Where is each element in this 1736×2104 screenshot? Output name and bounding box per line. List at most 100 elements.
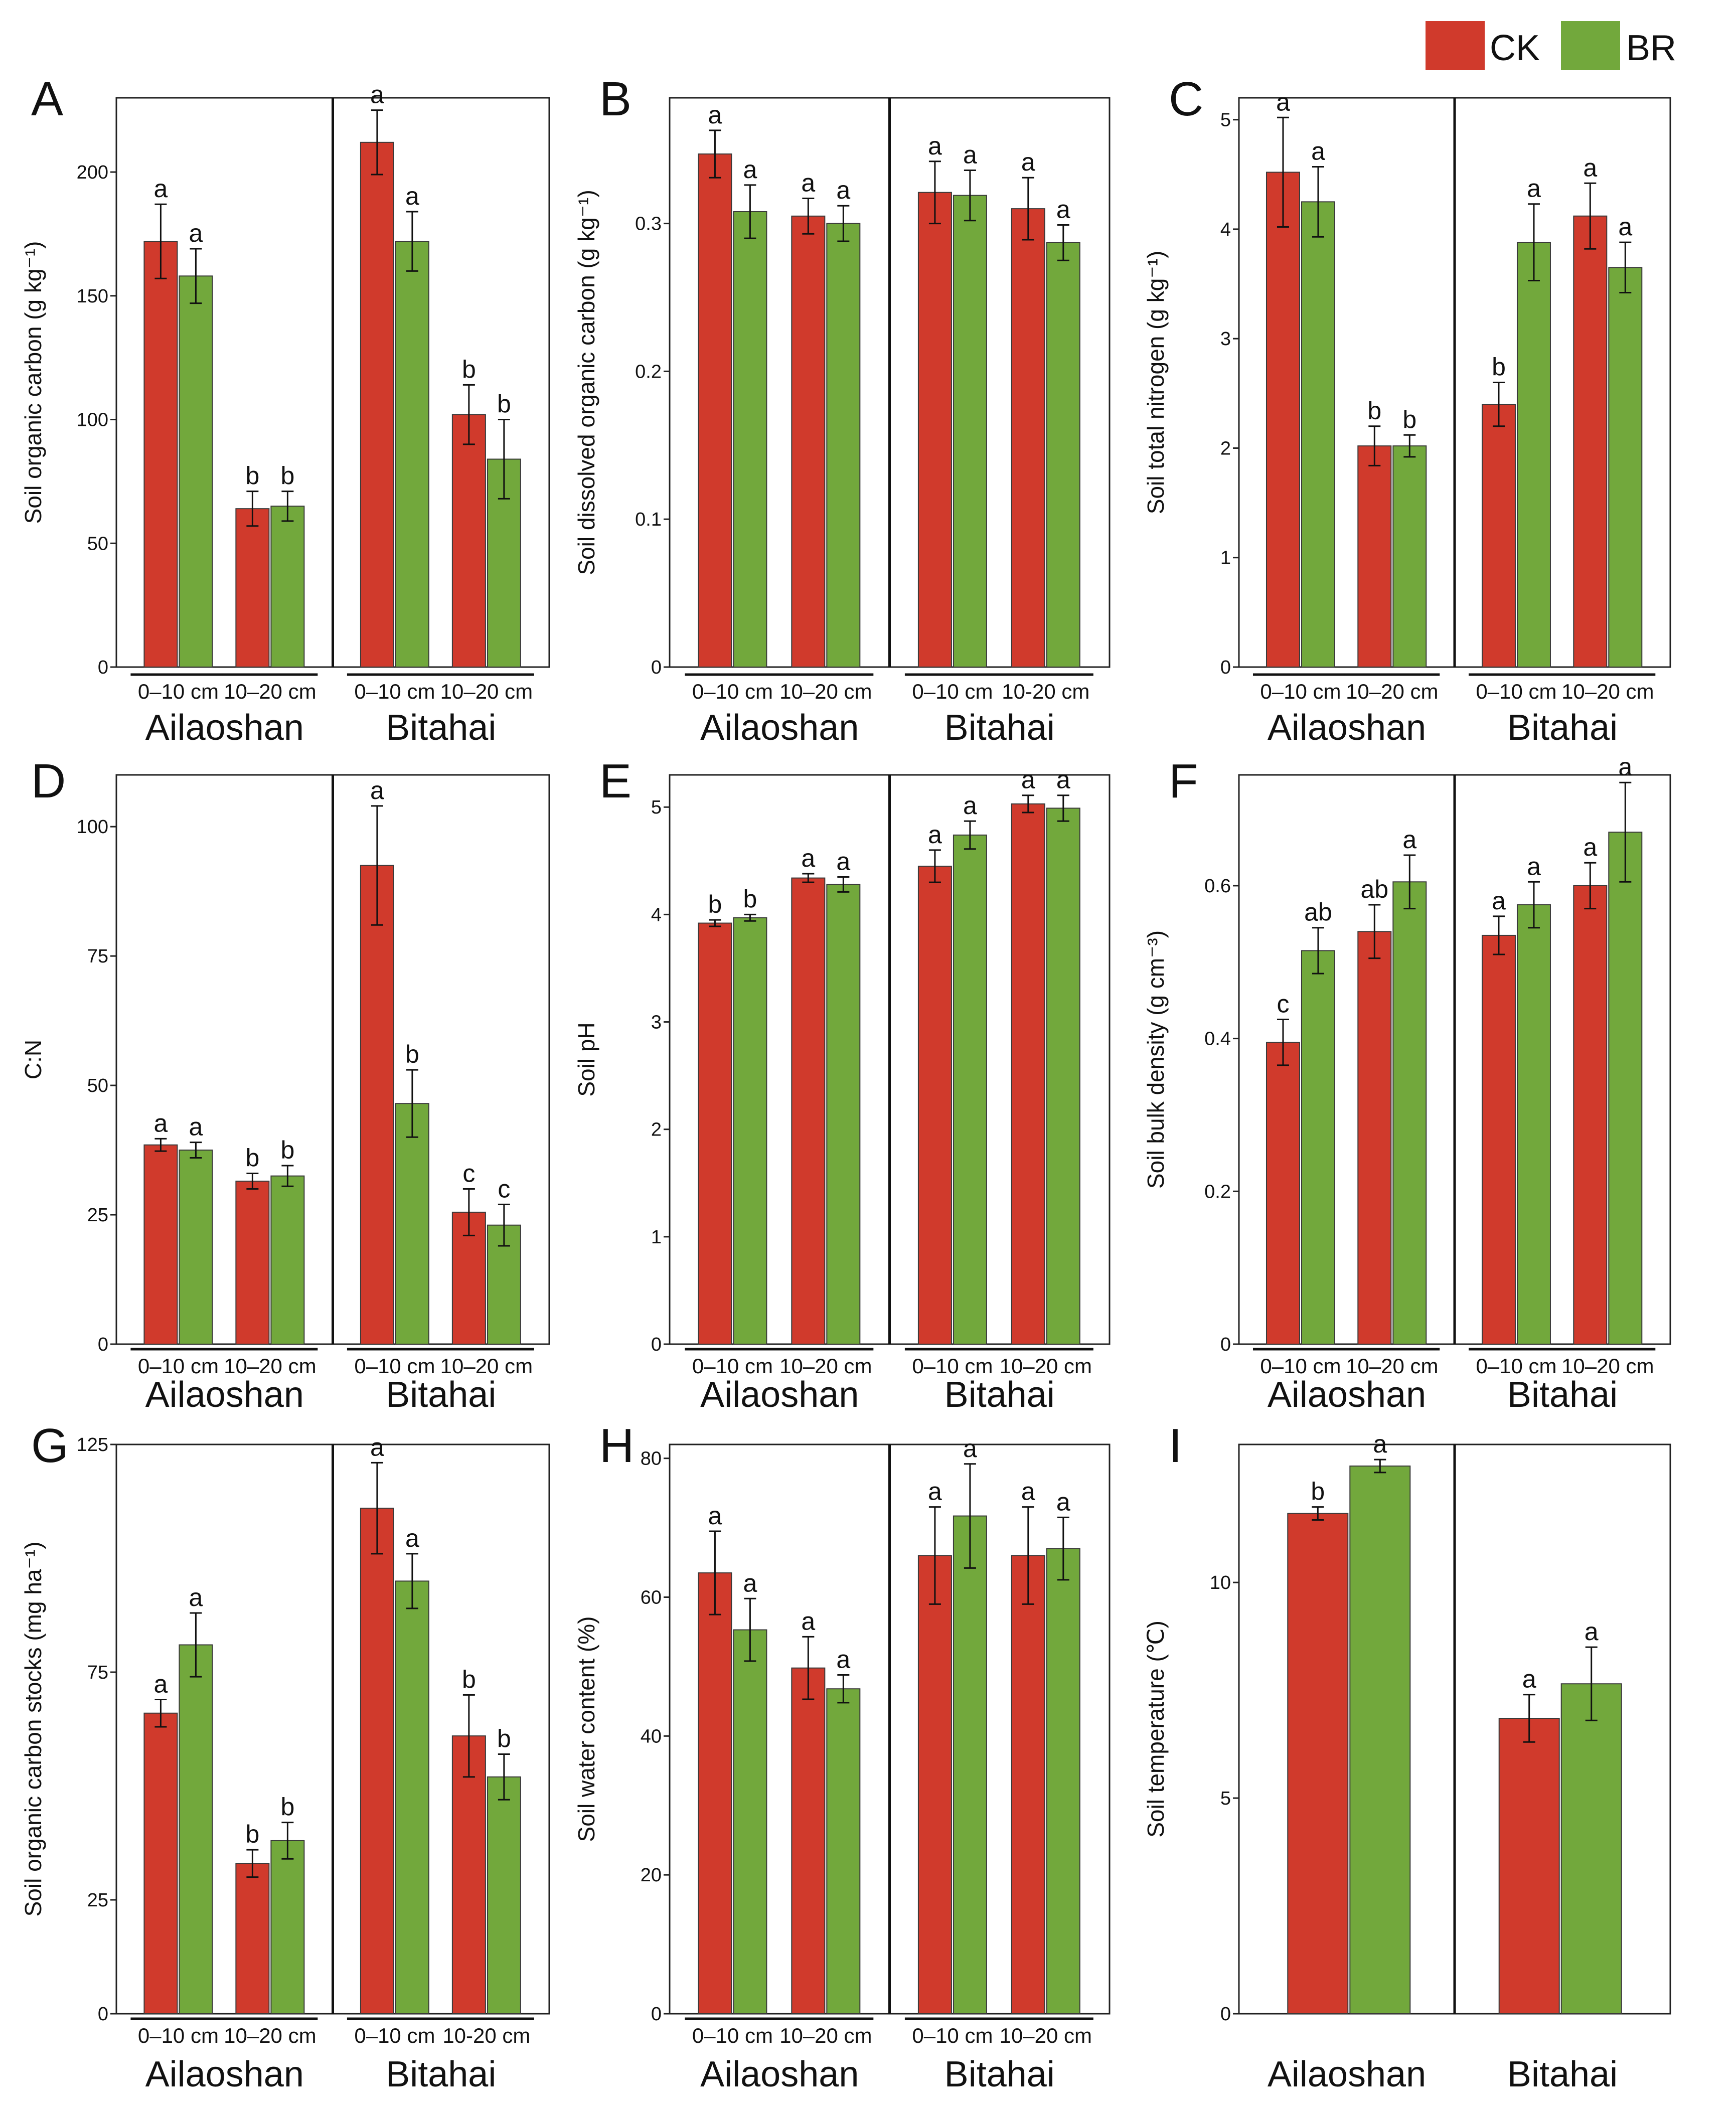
bar-ck — [143, 1144, 178, 1345]
significance-letter: a — [963, 140, 977, 169]
significance-letter: b — [1367, 397, 1381, 425]
bar-br — [733, 211, 767, 668]
y-tick-label: 25 — [87, 1890, 108, 1911]
y-tick-label: 0 — [98, 657, 108, 678]
depth-label: 10–20 cm — [440, 1354, 533, 1378]
site-label: Ailaoshan — [1268, 708, 1426, 748]
depth-label: 0–10 cm — [1476, 680, 1556, 703]
depth-label: 0–10 cm — [354, 2024, 435, 2047]
panel-f: 0 0.2 0.4 0.6 Soil bulk density (g cm⁻³) Fc ab… — [1143, 753, 1671, 1415]
y-tick-label: 0 — [98, 1334, 108, 1355]
bar-ck — [698, 922, 732, 1345]
depth-label: 0–10 cm — [912, 1354, 993, 1378]
depth-label: 10-20 cm — [1002, 680, 1089, 703]
y-tick-label: 0.4 — [1204, 1029, 1231, 1050]
bar-ck — [235, 1863, 270, 2015]
bar-ck — [698, 1572, 732, 2015]
significance-letter: a — [1021, 766, 1035, 794]
significance-letter: ab — [1304, 898, 1332, 926]
site-label: Ailaoshan — [1268, 2054, 1426, 2094]
bar-br — [270, 1840, 305, 2014]
bar-br — [1046, 807, 1080, 1345]
site-label: Bitahai — [944, 2054, 1055, 2094]
y-tick-label: 100 — [77, 410, 108, 431]
significance-letter: b — [497, 390, 511, 418]
significance-letter: a — [963, 1434, 977, 1463]
bar-br — [953, 1515, 987, 2015]
y-axis-title: C:N — [20, 1040, 46, 1079]
panel-label-h: H — [599, 1419, 634, 1473]
y-tick-label: 125 — [77, 1434, 108, 1455]
y-axis-title: Soil water content (%) — [573, 1616, 599, 1842]
significance-letter: b — [280, 1793, 294, 1821]
significance-letter: a — [405, 182, 419, 210]
depth-label: 10–20 cm — [1561, 1354, 1654, 1378]
y-tick-label: 60 — [641, 1587, 662, 1608]
y-axis-title: Soil organic carbon (g kg⁻¹) — [20, 241, 46, 524]
significance-letter: a — [928, 821, 942, 849]
bar-br — [1392, 445, 1427, 668]
significance-letter: b — [1402, 405, 1416, 433]
depth-label: 0–10 cm — [138, 680, 219, 703]
y-tick-label: 5 — [1220, 110, 1231, 131]
significance-letter: b — [462, 1665, 476, 1693]
panel-label-a: A — [31, 72, 63, 126]
site-label: Bitahai — [1507, 1375, 1618, 1415]
bar-br — [179, 1644, 213, 2014]
depth-label: 10–20 cm — [1000, 1354, 1092, 1378]
depth-label: 0–10 cm — [354, 680, 435, 703]
y-tick-label: 5 — [1220, 1788, 1231, 1809]
y-tick-label: 20 — [641, 1865, 662, 1886]
bar-br — [487, 1776, 521, 2015]
bar-br — [270, 1175, 305, 1345]
bar-ck — [360, 1508, 394, 2015]
bar-ck — [917, 192, 952, 668]
significance-letter: a — [1527, 852, 1541, 880]
bar-ck — [1481, 934, 1516, 1345]
depth-label: 10-20 cm — [442, 2024, 530, 2047]
panel-label-d: D — [31, 754, 66, 808]
significance-letter: b — [1492, 353, 1506, 381]
bar-br — [1608, 832, 1643, 1345]
site-label: Bitahai — [1507, 708, 1618, 748]
panel-g: 0 25 75 125 Soil organic carbon stocks (mg h… — [20, 1419, 550, 2094]
site-label: Ailaoshan — [700, 2054, 859, 2094]
bar-br — [1046, 242, 1080, 668]
depth-label: 0–10 cm — [1260, 680, 1341, 703]
significance-letter: a — [1021, 148, 1035, 176]
legend-label-ck: CK — [1490, 28, 1540, 68]
significance-letter: b — [462, 355, 476, 383]
site-label: Bitahai — [386, 708, 496, 748]
y-tick-label: 0.6 — [1204, 876, 1231, 897]
site-label: Bitahai — [386, 1375, 496, 1415]
site-label: Ailaoshan — [145, 2054, 304, 2094]
significance-letter: b — [405, 1040, 419, 1068]
y-tick-label: 1 — [651, 1227, 662, 1248]
bar-br — [733, 1629, 767, 2015]
depth-label: 0–10 cm — [354, 1354, 435, 1378]
significance-letter: a — [189, 219, 203, 247]
bar-ck — [1266, 172, 1300, 668]
bar-ck — [698, 153, 732, 668]
panel-label-b: B — [599, 72, 632, 126]
panel-label-f: F — [1169, 754, 1198, 808]
significance-letter: a — [1056, 196, 1070, 224]
bar-ck — [1573, 215, 1608, 668]
y-axis-title: Soil total nitrogen (g kg⁻¹) — [1143, 251, 1169, 514]
y-axis-title: Soil temperature (℃) — [1143, 1621, 1169, 1838]
depth-label: 0–10 cm — [912, 680, 993, 703]
significance-letter: a — [1021, 1478, 1035, 1506]
panel-a: 0 50 100 150 200 Soil organic carbon (g kg⁻¹)… — [20, 72, 550, 748]
significance-letter: a — [1583, 833, 1597, 861]
depth-label: 10–20 cm — [1346, 1354, 1438, 1378]
depth-label: 0–10 cm — [692, 2024, 773, 2047]
y-tick-label: 2 — [651, 1119, 662, 1141]
significance-letter: b — [245, 1144, 259, 1172]
significance-letter: b — [497, 1724, 511, 1752]
y-tick-label: 0 — [1220, 657, 1231, 678]
bar-br — [395, 241, 429, 668]
site-label: Ailaoshan — [1268, 1375, 1426, 1415]
y-tick-label: 0 — [98, 2004, 108, 2025]
